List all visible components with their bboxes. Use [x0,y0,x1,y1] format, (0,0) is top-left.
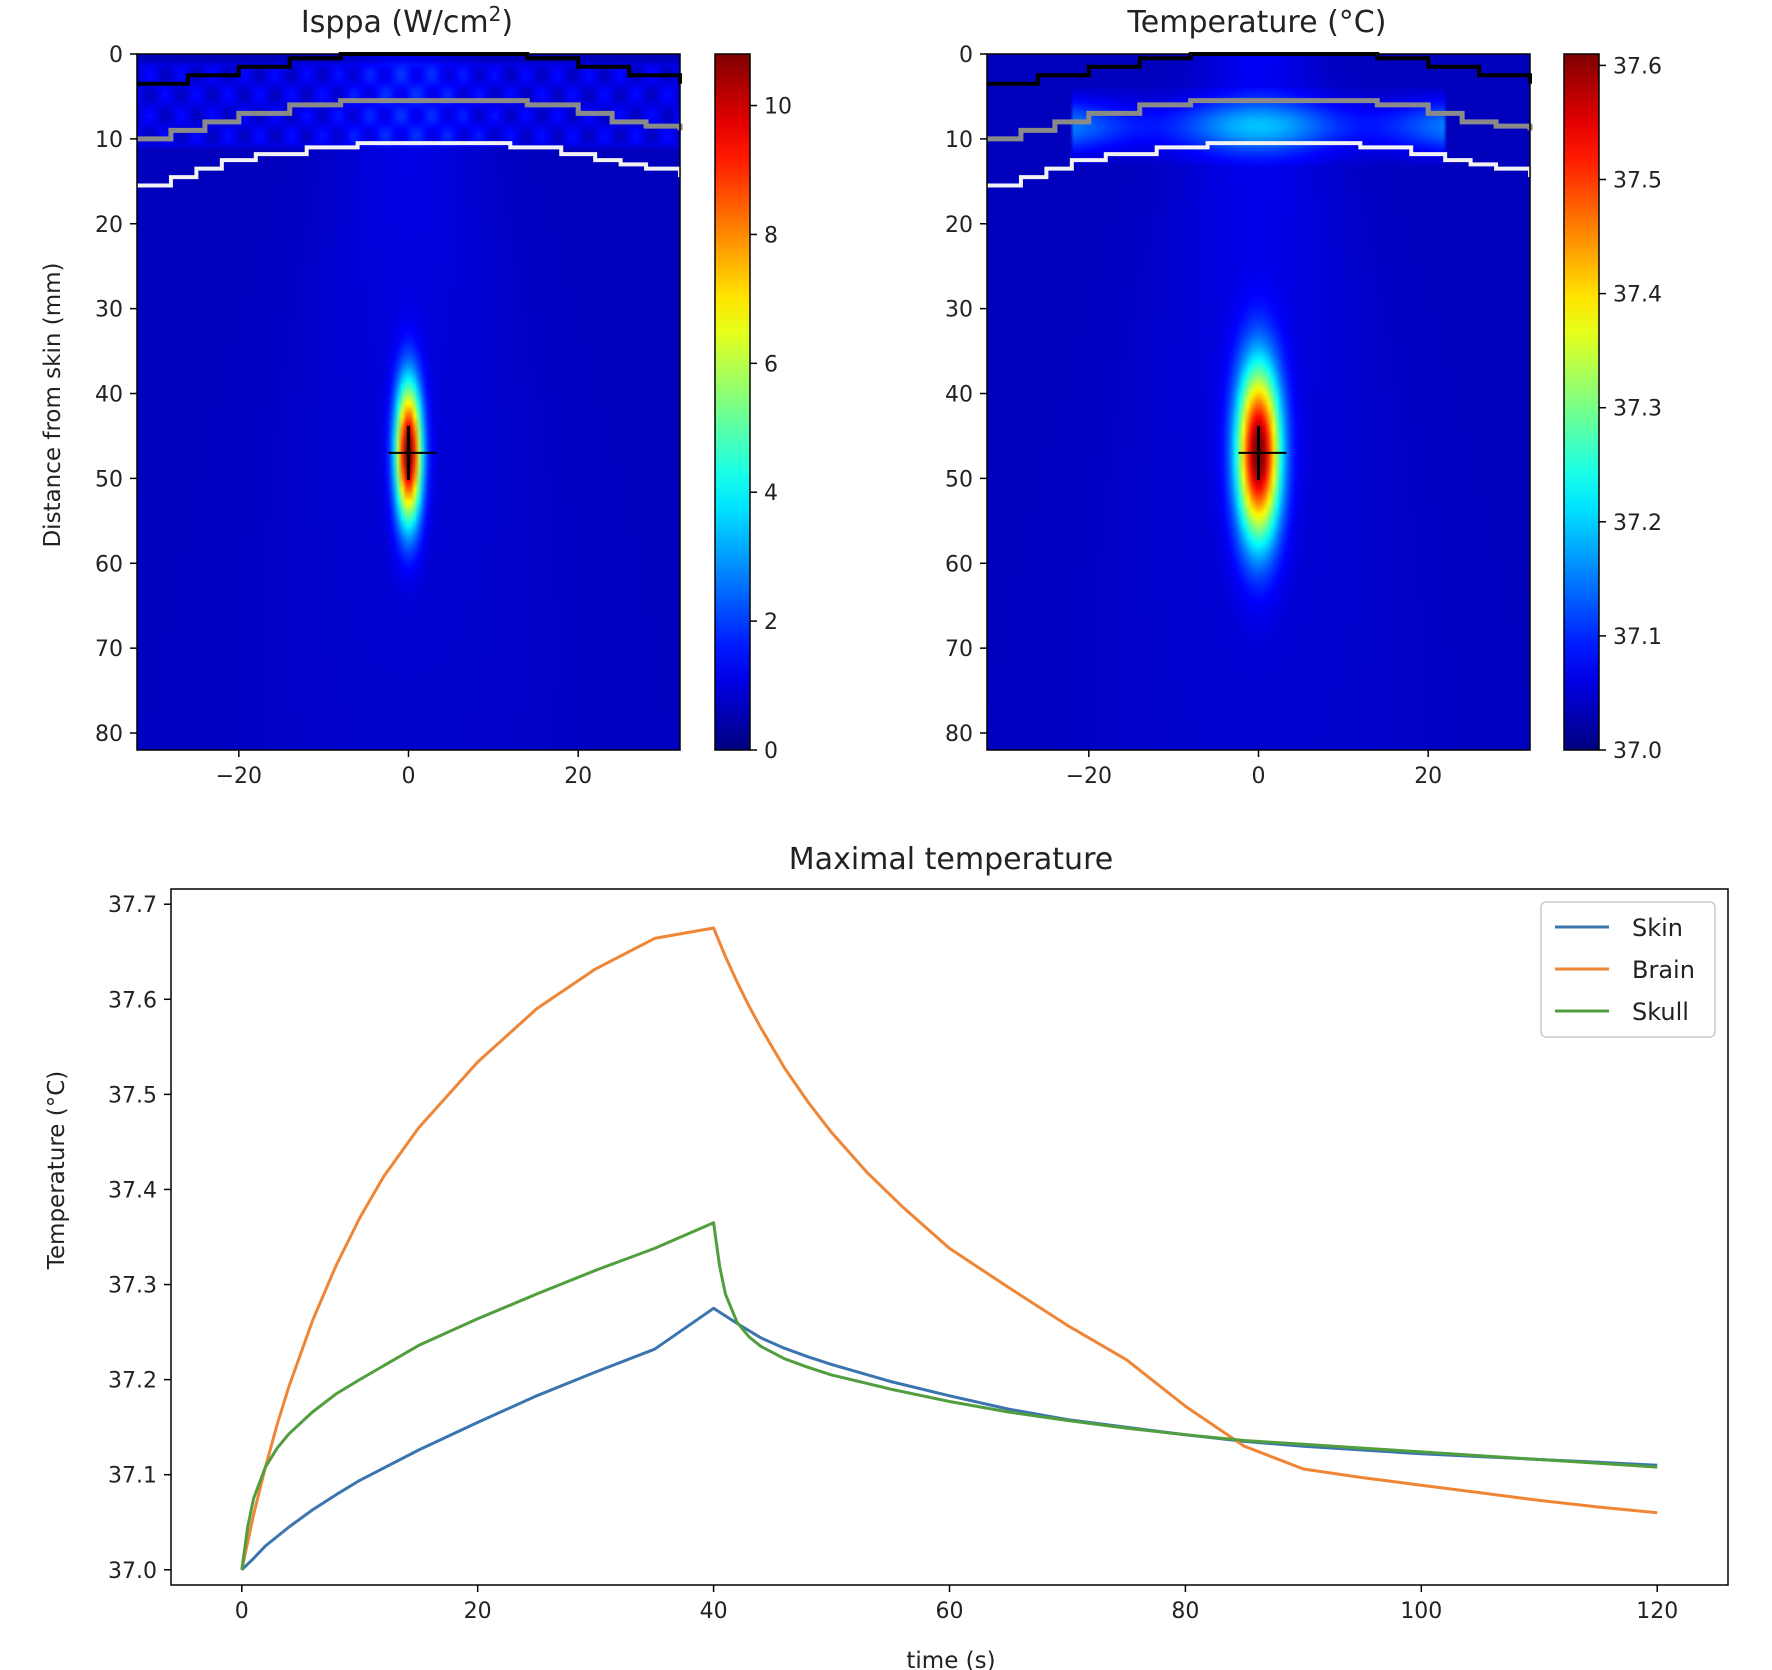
colorbar-tick-label: 37.4 [1613,283,1662,308]
outer-skull-boundary-line [137,98,683,142]
colorbar-tick-label: 37.2 [1613,511,1662,536]
y-tick-label: 37.7 [108,893,157,918]
x-tick-label: 100 [1400,1599,1442,1624]
colorbar-tick-label: 10 [764,95,792,120]
isppa-heatmap-image [137,54,680,750]
y-tick-label: 80 [945,722,973,747]
y-tick-label: 10 [95,128,123,153]
x-axis-label: time (s) [906,1648,995,1670]
temperature-map-x-axis: −20 0 20 [1066,750,1442,789]
y-tick-label: 20 [95,213,123,238]
y-tick-label: 0 [109,43,123,68]
y-tick-label: 60 [945,552,973,577]
series-line-brain [240,926,1658,1571]
colorbar-gradient [1563,53,1600,751]
temperature-colorbar: 37.0 37.1 37.2 37.3 37.4 37.5 37.6 [1563,53,1662,764]
x-tick-label: 20 [564,764,592,789]
isppa-x-axis: −20 0 20 [216,750,592,789]
temperature-heatmap-image [987,54,1530,750]
heatmap-raster [137,54,680,750]
x-tick-label: 80 [1171,1599,1199,1624]
x-tick-label: 20 [1414,764,1442,789]
inner-skull-boundary-line [137,141,682,188]
colorbar-tick-label: 37.5 [1613,169,1662,194]
x-tick-label: 120 [1636,1599,1678,1624]
colorbar-tick-label: 37.6 [1613,54,1662,79]
isppa-target-marker [388,425,437,480]
max-temperature-chart: Maximal temperature 0 20 40 60 80 100 120 37.0… [44,842,1729,1670]
y-tick-label: 37.2 [108,1369,157,1394]
colorbar-tick-label: 37.3 [1613,397,1662,422]
colorbar-tick-label: 37.1 [1613,625,1662,650]
inner-skull-boundary-line [987,141,1532,188]
y-tick-label: 60 [95,552,123,577]
y-tick-label: 37.3 [108,1274,157,1299]
colorbar-tick-label: 8 [764,223,778,248]
legend-box [1540,901,1716,1038]
temperature-map-y-axis: 0 10 20 30 40 50 60 70 80 [945,43,987,747]
y-tick-label: 40 [95,383,123,408]
colorbar-tick-label: 4 [764,481,778,506]
temperature-target-marker [1238,425,1287,480]
y-tick-label: 30 [95,298,123,323]
x-tick-label: −20 [216,764,262,789]
y-tick-label: 50 [945,467,973,492]
temperature-axis: 37.0 37.1 37.2 37.3 37.4 37.5 37.6 37.7 [108,893,171,1584]
y-tick-label: 37.0 [108,1559,157,1584]
y-tick-label: 37.5 [108,1083,157,1108]
y-tick-label: 50 [95,467,123,492]
temperature-map-title: Temperature (°C) [1127,5,1387,40]
outer-skull-boundary-line [987,98,1533,142]
line-chart-title: Maximal temperature [789,842,1113,877]
series-line-skin [240,1306,1658,1571]
y-tick-label: 80 [95,722,123,747]
y-tick-label: 20 [945,213,973,238]
y-tick-label: 70 [945,637,973,662]
y-tick-label: 37.6 [108,988,157,1013]
temperature-heatmap-panel: Temperature (°C) −20 0 20 0 10 20 30 40 50 60 70 8… [945,5,1662,789]
legend-label-skin: Skin [1632,914,1683,942]
y-axis-label: Temperature (°C) [44,1071,70,1271]
isppa-y-axis: 0 10 20 30 40 50 60 70 80 [95,43,137,747]
colorbar-tick-label: 37.0 [1613,739,1662,764]
colorbar-tick-label: 2 [764,610,778,635]
x-tick-label: 0 [1252,764,1266,789]
time-axis: 0 20 40 60 80 100 120 [235,1585,1678,1624]
line-series-group [240,926,1658,1571]
y-tick-label: 10 [945,128,973,153]
isppa-title: Isppa (W/cm2) [301,2,513,40]
y-tick-label: 40 [945,383,973,408]
legend-label-skull: Skull [1632,998,1689,1026]
y-tick-label: 0 [959,43,973,68]
x-tick-label: 0 [235,1599,249,1624]
y-tick-label: 37.4 [108,1178,157,1203]
colorbar-tick-label: 0 [764,739,778,764]
isppa-colorbar: 0 2 4 6 8 10 [714,53,792,764]
colorbar-gradient [714,53,751,751]
x-tick-label: 20 [464,1599,492,1624]
series-line-skull [240,1221,1658,1571]
y-tick-label: 70 [95,637,123,662]
x-tick-label: −20 [1066,764,1112,789]
x-tick-label: 0 [402,764,416,789]
legend: Skin Brain Skull [1540,901,1716,1038]
x-tick-label: 60 [936,1599,964,1624]
x-tick-label: 40 [700,1599,728,1624]
legend-label-brain: Brain [1632,956,1695,984]
colorbar-tick-label: 6 [764,352,778,377]
y-tick-label: 30 [945,298,973,323]
isppa-y-axis-label: Distance from skin (mm) [40,262,66,547]
heatmap-raster [987,54,1530,750]
y-tick-label: 37.1 [108,1464,157,1489]
